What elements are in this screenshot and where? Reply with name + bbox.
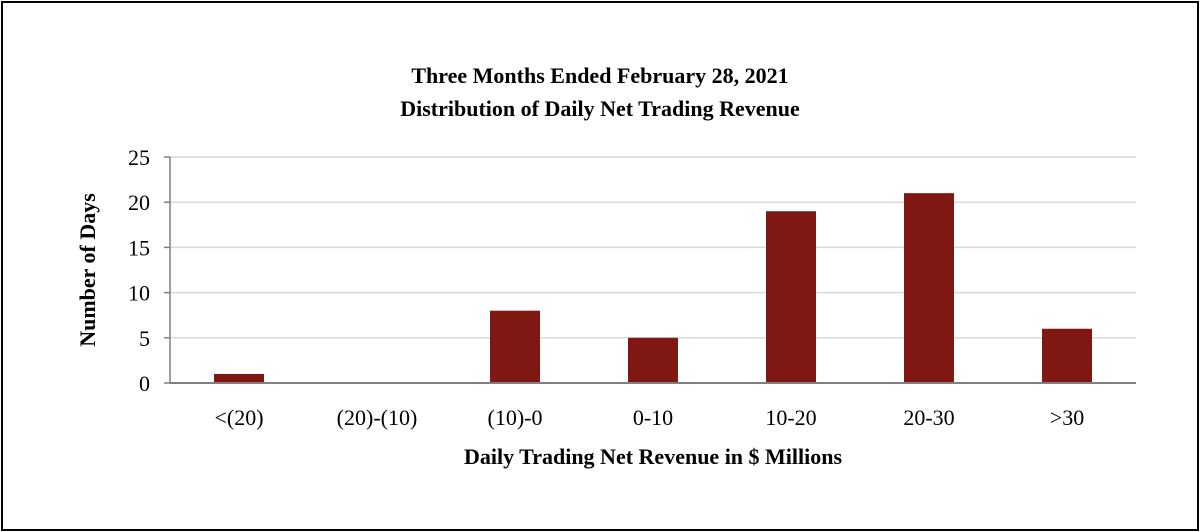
axes (164, 156, 1136, 384)
y-tick-label: 5 (139, 326, 150, 351)
chart-title-line-1: Three Months Ended February 28, 2021 (411, 63, 788, 88)
x-tick-label: 0-10 (633, 405, 673, 430)
chart-title-line-2: Distribution of Daily Net Trading Revenu… (400, 96, 800, 121)
bar-6 (1042, 328, 1092, 383)
x-tick-label: >30 (1050, 405, 1084, 430)
bar-2 (490, 310, 540, 383)
x-tick-label: <(20) (214, 405, 263, 430)
bars (214, 193, 1092, 383)
bar-5 (904, 193, 954, 383)
y-tick-label: 20 (128, 190, 150, 215)
x-tick-label: 20-30 (903, 405, 954, 430)
gridlines (170, 156, 1136, 339)
x-tick-label: 10-20 (765, 405, 816, 430)
bar-0 (214, 373, 264, 383)
y-tick-labels: 0 5 10 15 20 25 (128, 145, 150, 396)
x-tick-label: (20)-(10) (337, 405, 418, 430)
bar-3 (628, 337, 678, 383)
x-tick-labels: <(20) (20)-(10) (10)-0 0-10 10-20 20-30 >30 (214, 405, 1084, 430)
y-tick-label: 25 (128, 145, 150, 170)
y-tick-label: 15 (128, 235, 150, 260)
x-tick-label: (10)-0 (488, 405, 543, 430)
x-axis-title: Daily Trading Net Revenue in $ Millions (464, 444, 843, 469)
y-tick-label: 10 (128, 281, 150, 306)
y-tick-label: 0 (139, 371, 150, 396)
y-axis-title: Number of Days (75, 193, 100, 347)
bar-4 (766, 211, 816, 383)
